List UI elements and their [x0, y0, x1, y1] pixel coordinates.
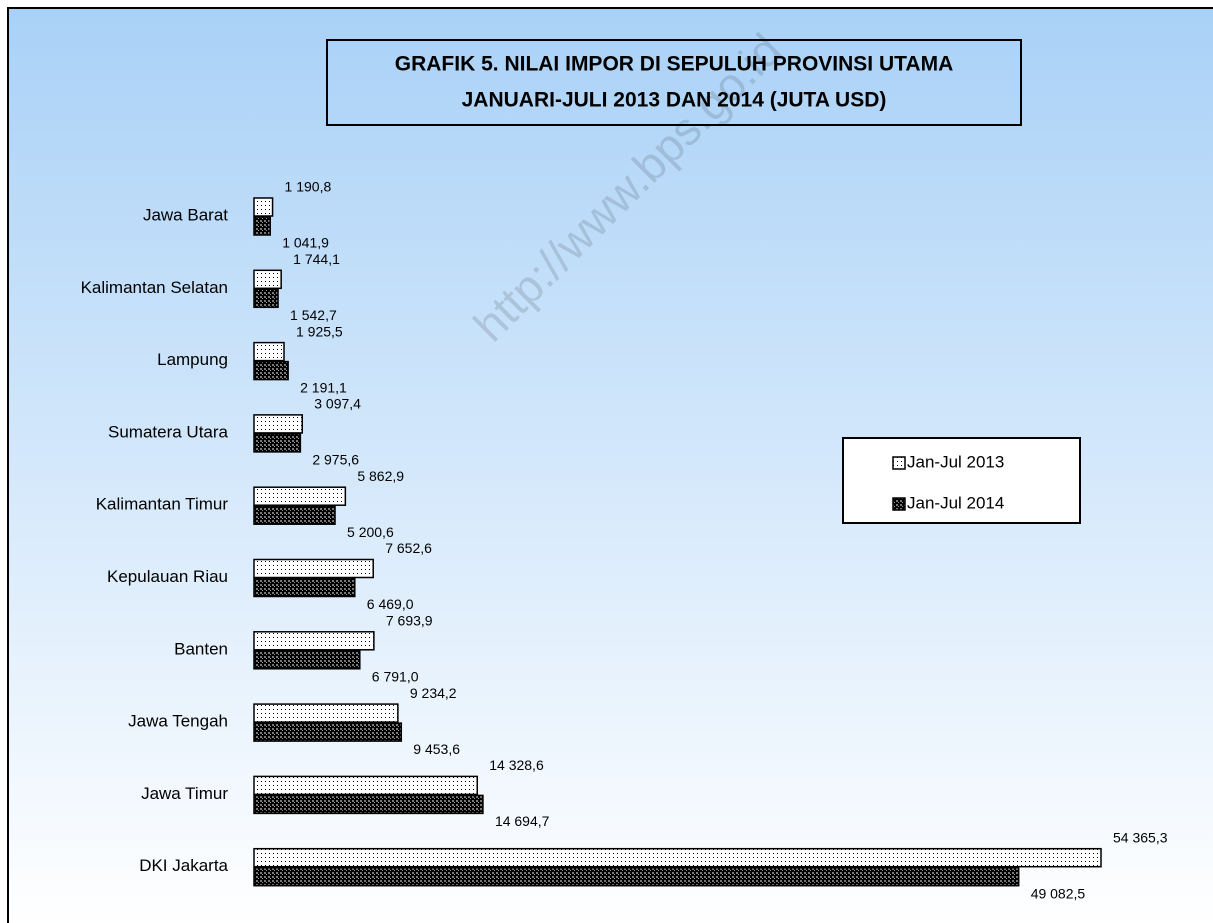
y-tick-label: Jawa Timur	[141, 784, 228, 803]
bar	[253, 269, 282, 290]
y-tick-label: Banten	[174, 639, 228, 658]
bar	[253, 722, 403, 742]
legend-swatch	[892, 456, 906, 470]
bar	[253, 775, 478, 796]
data-label: 6 469,0	[367, 596, 414, 612]
title-box	[326, 39, 1022, 126]
data-label: 14 328,6	[489, 757, 544, 773]
bar	[253, 197, 274, 217]
bar	[253, 577, 356, 598]
data-label: 1 744,1	[293, 251, 340, 267]
legend-swatch	[892, 497, 906, 511]
y-tick-label: Jawa Barat	[143, 205, 228, 224]
data-label: 9 234,2	[410, 685, 457, 701]
y-tick-label: Sumatera Utara	[108, 422, 229, 441]
bar	[253, 505, 336, 525]
data-label: 2 975,6	[312, 452, 359, 468]
data-label: 9 453,6	[413, 741, 460, 757]
chart-title: JANUARI-JULI 2013 DAN 2014 (JUTA USD)	[462, 89, 887, 112]
chart-title: GRAFIK 5. NILAI IMPOR DI SEPULUH PROVINS…	[395, 53, 953, 76]
data-label: 3 097,4	[314, 396, 361, 412]
data-label: 5 862,9	[357, 468, 404, 484]
data-label: 2 191,1	[300, 379, 347, 395]
bar	[253, 558, 374, 579]
y-tick-label: Kalimantan Selatan	[81, 278, 228, 297]
y-tick-label: Kalimantan Timur	[96, 495, 229, 514]
data-label: 1 041,9	[282, 235, 329, 251]
bar	[253, 631, 375, 651]
data-label: 1 542,7	[290, 307, 337, 323]
data-label: 1 925,5	[296, 323, 343, 339]
data-label: 7 693,9	[386, 613, 433, 629]
y-tick-label: Kepulauan Riau	[107, 567, 228, 586]
bar	[253, 486, 347, 506]
legend-box	[842, 437, 1081, 524]
bar	[253, 847, 1102, 868]
bar	[253, 650, 361, 670]
y-tick-label: Lampung	[157, 350, 228, 369]
bar	[253, 341, 285, 362]
legend-label: Jan-Jul 2013	[907, 452, 1004, 471]
bar	[253, 866, 1020, 887]
bar	[253, 216, 271, 236]
bar	[253, 288, 279, 309]
y-tick-label: DKI Jakarta	[139, 856, 228, 875]
data-label: 5 200,6	[347, 524, 394, 540]
data-label: 6 791,0	[372, 669, 419, 685]
bar	[253, 414, 304, 434]
bar	[253, 794, 484, 815]
data-label: 14 694,7	[495, 813, 550, 829]
y-tick-label: Jawa Tengah	[128, 712, 228, 731]
legend-label: Jan-Jul 2014	[907, 493, 1004, 512]
bar	[253, 360, 289, 381]
bar	[253, 433, 302, 453]
data-label: 49 082,5	[1031, 885, 1086, 901]
data-label: 1 190,8	[285, 179, 332, 195]
data-label: 54 365,3	[1113, 829, 1168, 845]
data-label: 7 652,6	[385, 540, 432, 556]
bar	[253, 703, 399, 723]
